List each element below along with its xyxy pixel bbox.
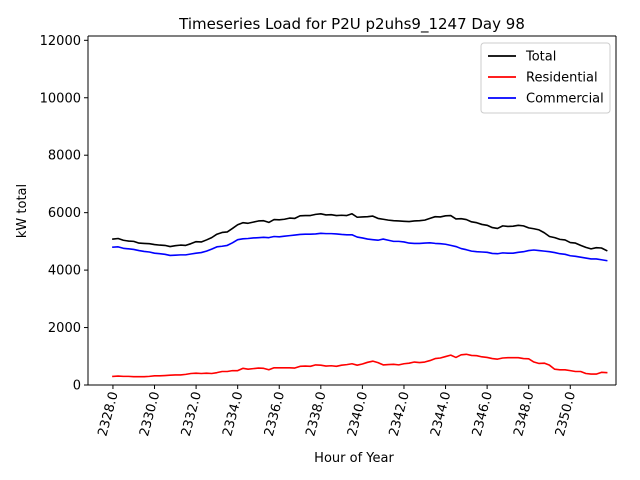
legend-label-commercial: Commercial xyxy=(526,92,604,107)
legend-label-total: Total xyxy=(525,50,556,65)
x-axis-label: Hour of Year xyxy=(314,451,394,466)
y-tick-label: 4000 xyxy=(48,264,81,279)
legend-label-residential: Residential xyxy=(526,71,598,86)
legend-entries: Total Residential Commercial xyxy=(488,50,604,107)
series-layer xyxy=(112,213,608,378)
y-tick-label: 0 xyxy=(73,379,81,394)
y-tick-label: 2000 xyxy=(48,321,81,336)
series-line-total xyxy=(112,213,608,252)
y-tick-label: 12000 xyxy=(40,34,81,49)
y-tick-label: 10000 xyxy=(40,91,81,106)
legend-box xyxy=(480,42,611,114)
y-axis-label: kW total xyxy=(15,184,30,238)
y-tick-label: 6000 xyxy=(48,206,81,221)
y-axis-ticks: 0 2000 4000 6000 8000 10000 12000 xyxy=(40,34,88,394)
legend: Total Residential Commercial xyxy=(480,42,611,114)
chart-title: Timeseries Load for P2U p2uhs9_1247 Day … xyxy=(178,15,525,34)
series-line-residential xyxy=(112,353,608,378)
series-line-commercial xyxy=(112,232,608,262)
y-tick-label: 8000 xyxy=(48,149,81,164)
